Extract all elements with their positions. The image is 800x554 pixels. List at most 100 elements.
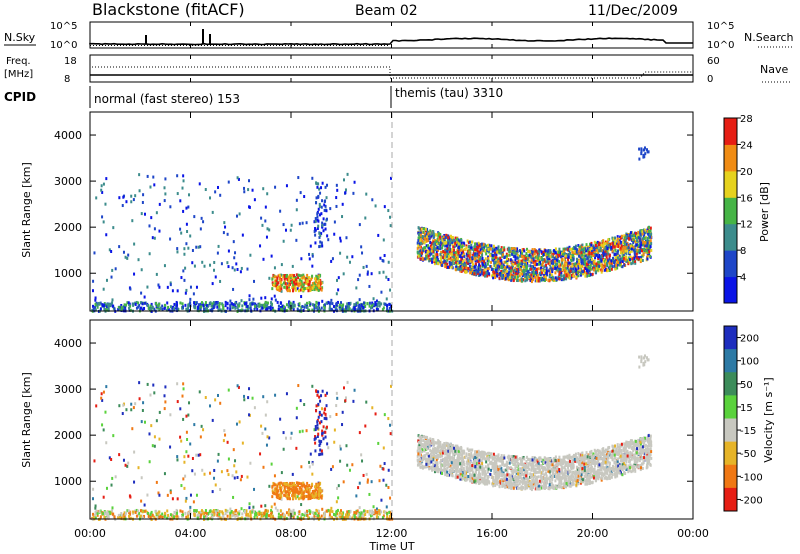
data-point <box>382 271 384 274</box>
data-point <box>524 271 526 274</box>
data-point <box>283 513 285 516</box>
data-point <box>301 280 303 283</box>
data-point <box>177 289 179 292</box>
data-point <box>209 264 211 267</box>
data-point <box>141 420 143 423</box>
data-point <box>441 246 443 249</box>
data-point <box>386 515 388 518</box>
data-point <box>180 440 182 443</box>
data-point <box>533 262 535 265</box>
data-point <box>192 457 194 460</box>
data-point <box>316 215 318 218</box>
data-point <box>103 220 105 223</box>
data-point <box>432 230 434 233</box>
data-point <box>532 273 534 276</box>
data-point <box>487 263 489 266</box>
data-point <box>471 256 473 259</box>
data-point <box>428 255 430 258</box>
data-point <box>203 307 205 310</box>
data-point <box>485 272 487 275</box>
data-point <box>507 274 509 277</box>
data-point <box>451 266 453 269</box>
data-point <box>97 304 99 307</box>
y-tick-label: 2000 <box>54 221 82 234</box>
data-point <box>485 257 487 260</box>
data-point <box>326 218 328 221</box>
data-point <box>450 235 452 238</box>
data-point <box>340 239 342 242</box>
data-point <box>229 516 231 519</box>
data-point <box>218 513 220 516</box>
data-point <box>532 250 534 253</box>
data-point <box>585 254 587 257</box>
data-point <box>216 306 218 309</box>
data-point <box>349 307 351 310</box>
data-point <box>302 430 304 433</box>
data-point <box>247 396 249 399</box>
data-point <box>236 423 238 426</box>
data-point <box>546 256 548 259</box>
data-point <box>199 390 201 393</box>
data-point <box>105 441 107 444</box>
data-point <box>295 239 297 242</box>
data-point <box>118 245 120 248</box>
data-point <box>389 424 391 427</box>
data-point <box>170 513 172 516</box>
date-title: 11/Dec/2009 <box>588 3 678 19</box>
data-point <box>345 444 347 447</box>
data-point <box>187 512 189 515</box>
data-point <box>621 235 623 238</box>
data-point <box>446 263 448 266</box>
data-point <box>225 512 227 515</box>
data-point <box>295 447 297 450</box>
data-point <box>223 429 225 432</box>
data-point <box>283 305 285 308</box>
data-point <box>570 256 572 259</box>
data-point <box>112 226 114 229</box>
data-point <box>648 230 650 233</box>
data-point <box>560 268 562 271</box>
data-point <box>377 234 379 237</box>
data-point <box>268 485 270 488</box>
freq-right-tick-bottom: 0 <box>707 74 713 85</box>
data-point <box>642 154 644 157</box>
data-point <box>249 462 251 465</box>
data-point <box>464 263 466 266</box>
data-point <box>641 230 643 233</box>
data-point <box>241 507 243 510</box>
data-point <box>453 256 455 259</box>
data-point <box>327 446 329 449</box>
data-point <box>204 265 206 268</box>
data-point <box>197 306 199 309</box>
data-point <box>649 255 651 258</box>
data-point <box>620 247 622 250</box>
data-point <box>300 503 302 506</box>
data-point <box>371 304 373 307</box>
data-point <box>538 250 540 253</box>
data-point <box>308 253 310 256</box>
data-point <box>477 249 479 252</box>
data-point <box>156 273 158 276</box>
data-point <box>552 262 554 265</box>
data-point <box>481 272 483 275</box>
data-point <box>101 215 103 218</box>
data-point <box>303 403 305 406</box>
data-point <box>219 510 221 513</box>
data-point <box>237 176 239 179</box>
data-point <box>110 458 112 461</box>
data-point <box>225 304 227 307</box>
data-point <box>565 254 567 257</box>
data-point <box>288 279 290 282</box>
data-point <box>590 264 592 267</box>
data-point <box>363 301 365 304</box>
data-point <box>185 289 187 292</box>
data-point <box>177 192 179 195</box>
data-point <box>474 253 476 256</box>
data-point <box>510 258 512 261</box>
data-point <box>506 257 508 260</box>
data-point <box>158 303 160 306</box>
data-point <box>587 247 589 250</box>
data-point <box>346 464 348 467</box>
data-point <box>194 473 196 476</box>
data-point <box>223 231 225 234</box>
